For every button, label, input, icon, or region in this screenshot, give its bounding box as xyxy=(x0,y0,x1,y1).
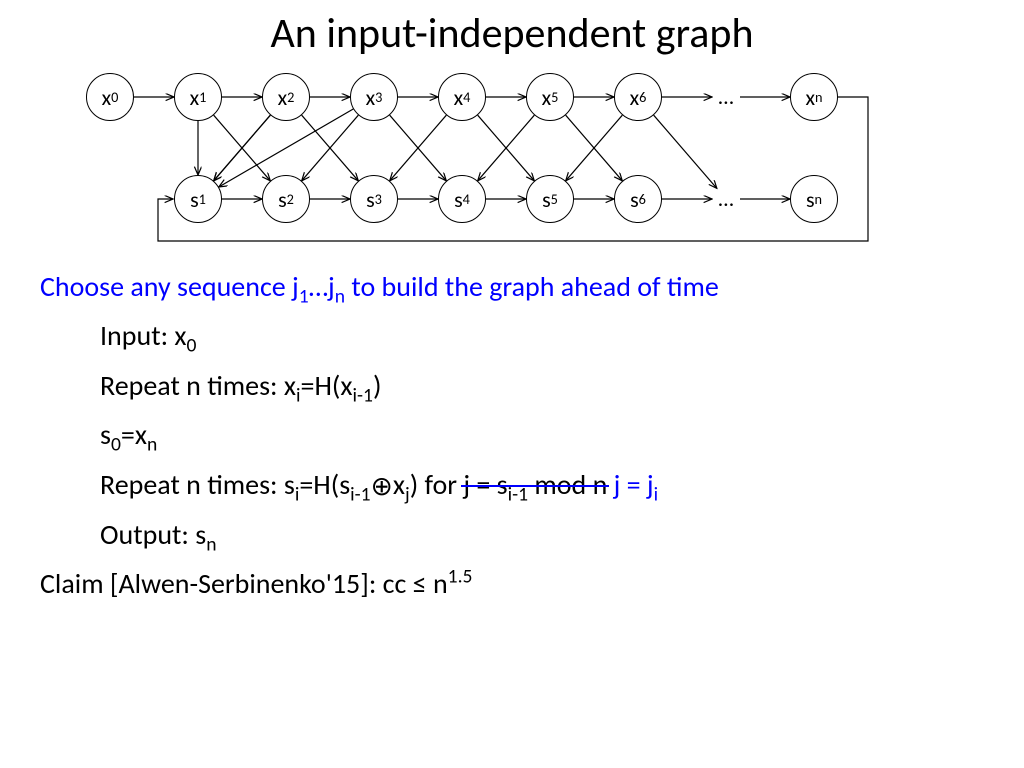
t: s xyxy=(100,417,111,452)
replacement-text: j = ji xyxy=(607,467,658,502)
t: 1.5 xyxy=(448,565,473,589)
node-s3: s3 xyxy=(350,175,398,223)
t: =H(x xyxy=(301,368,353,403)
t: ) for xyxy=(410,467,464,502)
t: n xyxy=(335,285,345,309)
node-x2: x2 xyxy=(262,73,310,121)
oplus-icon: ⊕ xyxy=(371,467,393,508)
node-s6: s6 xyxy=(614,175,662,223)
t: i xyxy=(654,482,659,506)
s0-line: s0=xn xyxy=(40,413,984,456)
node-xn: xn xyxy=(790,73,838,121)
t: i-1 xyxy=(353,383,373,407)
t: ) xyxy=(373,368,382,403)
algorithm-text: Choose any sequence j1…jn to build the g… xyxy=(0,265,1024,606)
node-x3: x3 xyxy=(350,73,398,121)
t: …j xyxy=(309,269,335,304)
graph-diagram: x0 x1 x2 x3 x4 x5 x6 … xn s1 s2 s3 s4 s5 s6 … sn xyxy=(0,65,1024,265)
graph-edges xyxy=(0,65,1024,265)
node-s4: s4 xyxy=(438,175,486,223)
node-s2: s2 xyxy=(262,175,310,223)
t: mod n xyxy=(528,467,607,502)
node-x5: x5 xyxy=(526,73,574,121)
node-x0: x0 xyxy=(86,73,134,121)
node-s1: s1 xyxy=(174,175,222,223)
t: j = j xyxy=(607,467,653,502)
slide-title: An input-independent graph xyxy=(0,0,1024,65)
t: n xyxy=(427,566,448,601)
le-icon: ≤ xyxy=(413,566,427,601)
t: Input: x xyxy=(100,318,187,353)
node-sn: sn xyxy=(790,175,838,223)
t: Output: s xyxy=(100,517,206,552)
choose-line: Choose any sequence j1…jn to build the g… xyxy=(40,265,984,308)
t: 0 xyxy=(111,433,121,457)
input-line: Input: x0 xyxy=(40,314,984,357)
repeat2-line: Repeat n times: si=H(si-1⊕xj) for j = si… xyxy=(40,463,984,507)
t: i-1 xyxy=(508,482,528,506)
t: 0 xyxy=(187,334,197,358)
t: Claim [Alwen-Serbinenko'15]: cc xyxy=(40,566,413,601)
t: Repeat n times: s xyxy=(100,467,295,502)
t: x xyxy=(393,467,405,502)
repeat1-line: Repeat n times: xi=H(xi-1) xyxy=(40,364,984,407)
output-line: Output: sn xyxy=(40,513,984,556)
t: to build the graph ahead of time xyxy=(345,269,719,304)
node-x1: x1 xyxy=(174,73,222,121)
t: n xyxy=(206,532,216,556)
t: 1 xyxy=(299,285,309,309)
claim-line: Claim [Alwen-Serbinenko'15]: cc ≤ n1.5 xyxy=(40,562,984,605)
t: =x xyxy=(121,417,147,452)
struck-text: j = si-1 mod n xyxy=(463,463,607,506)
t: j = s xyxy=(463,467,507,502)
node-x4: x4 xyxy=(438,73,486,121)
t: n xyxy=(147,433,157,457)
node-s5: s5 xyxy=(526,175,574,223)
t: =H(s xyxy=(299,467,350,502)
node-x6: x6 xyxy=(614,73,662,121)
t: Repeat n times: x xyxy=(100,368,296,403)
ellipsis: … xyxy=(702,83,750,110)
t: Choose any sequence j xyxy=(40,269,299,304)
ellipsis: … xyxy=(702,185,750,212)
t: i-1 xyxy=(350,482,370,506)
